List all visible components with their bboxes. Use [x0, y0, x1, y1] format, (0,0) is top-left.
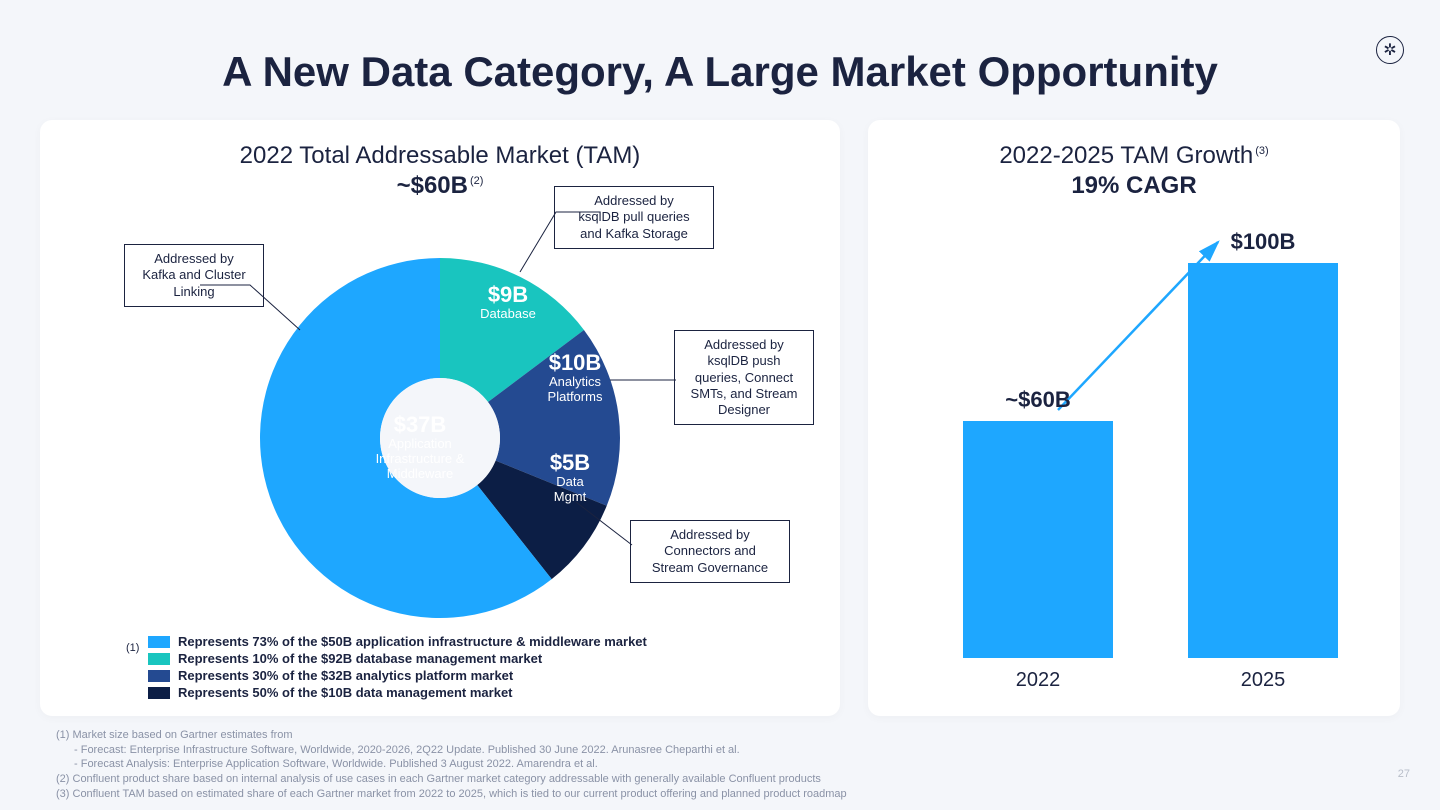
footnote-1: - Forecast: Enterprise Infrastructure So…: [56, 743, 1384, 758]
bar-2022: [963, 421, 1113, 658]
bar-value-2022: ~$60B: [963, 387, 1113, 413]
bar-value-2025: $100B: [1188, 229, 1338, 255]
legend-row-3: Represents 50% of the $10B data manageme…: [148, 685, 647, 700]
legend-row-0: Represents 73% of the $50B application i…: [148, 634, 647, 649]
legend-text: Represents 10% of the $92B database mana…: [178, 651, 542, 666]
tam-subtitle-text: ~$60B: [397, 172, 468, 199]
tam-subtitle: ~$60B(2): [40, 172, 840, 200]
slice-label-data_mgmt: $5BDataMgmt: [530, 450, 610, 505]
callout-app_infra: Addressed byKafka and ClusterLinking: [124, 244, 264, 307]
callout-analytics: Addressed byksqlDB pushqueries, ConnectS…: [674, 330, 814, 425]
bar-year-2025: 2025: [1188, 669, 1338, 692]
bar-chart: ~$60B 2022 $100B 2025: [908, 210, 1360, 700]
legend-swatch: [148, 653, 170, 665]
bar-year-2022: 2022: [963, 669, 1113, 692]
footnote-0: (1) Market size based on Gartner estimat…: [56, 728, 1384, 743]
growth-sup: (3): [1255, 145, 1268, 157]
footnote-3: (2) Confluent product share based on int…: [56, 772, 1384, 787]
legend: Represents 73% of the $50B application i…: [148, 634, 647, 702]
slice-label-analytics: $10BAnalyticsPlatforms: [520, 350, 630, 405]
slide-title: A New Data Category, A Large Market Oppo…: [0, 0, 1440, 96]
growth-subtitle: 19% CAGR: [868, 172, 1400, 200]
slice-label-database: $9BDatabase: [458, 282, 558, 322]
legend-swatch: [148, 670, 170, 682]
legend-text: Represents 50% of the $10B data manageme…: [178, 685, 513, 700]
footnote-2: - Forecast Analysis: Enterprise Applicat…: [56, 757, 1384, 772]
panels: 2022 Total Addressable Market (TAM) ~$60…: [0, 96, 1440, 716]
logo-icon: ✲: [1376, 36, 1404, 64]
panel-growth: 2022-2025 TAM Growth(3) 19% CAGR ~$60B 20…: [868, 120, 1400, 716]
callout-data_mgmt: Addressed byConnectors andStream Governa…: [630, 520, 790, 583]
donut-chart: $37BApplicationInfrastructure &Middlewar…: [40, 200, 840, 640]
panel-tam: 2022 Total Addressable Market (TAM) ~$60…: [40, 120, 840, 716]
growth-title: 2022-2025 TAM Growth(3): [868, 120, 1400, 170]
callout-database: Addressed byksqlDB pull queriesand Kafka…: [554, 186, 714, 249]
slice-label-app_infra: $37BApplicationInfrastructure &Middlewar…: [340, 412, 500, 482]
legend-text: Represents 30% of the $32B analytics pla…: [178, 668, 513, 683]
footnotes: (1) Market size based on Gartner estimat…: [56, 728, 1384, 802]
legend-swatch: [148, 687, 170, 699]
tam-sup: (2): [470, 175, 483, 187]
legend-row-1: Represents 10% of the $92B database mana…: [148, 651, 647, 666]
legend-prefix: (1): [126, 642, 139, 654]
tam-title: 2022 Total Addressable Market (TAM): [40, 120, 840, 170]
bar-2025: [1188, 263, 1338, 658]
legend-swatch: [148, 636, 170, 648]
growth-title-text: 2022-2025 TAM Growth: [999, 142, 1253, 169]
footnote-4: (3) Confluent TAM based on estimated sha…: [56, 787, 1384, 802]
legend-text: Represents 73% of the $50B application i…: [178, 634, 647, 649]
page-number: 27: [1398, 768, 1410, 780]
legend-row-2: Represents 30% of the $32B analytics pla…: [148, 668, 647, 683]
